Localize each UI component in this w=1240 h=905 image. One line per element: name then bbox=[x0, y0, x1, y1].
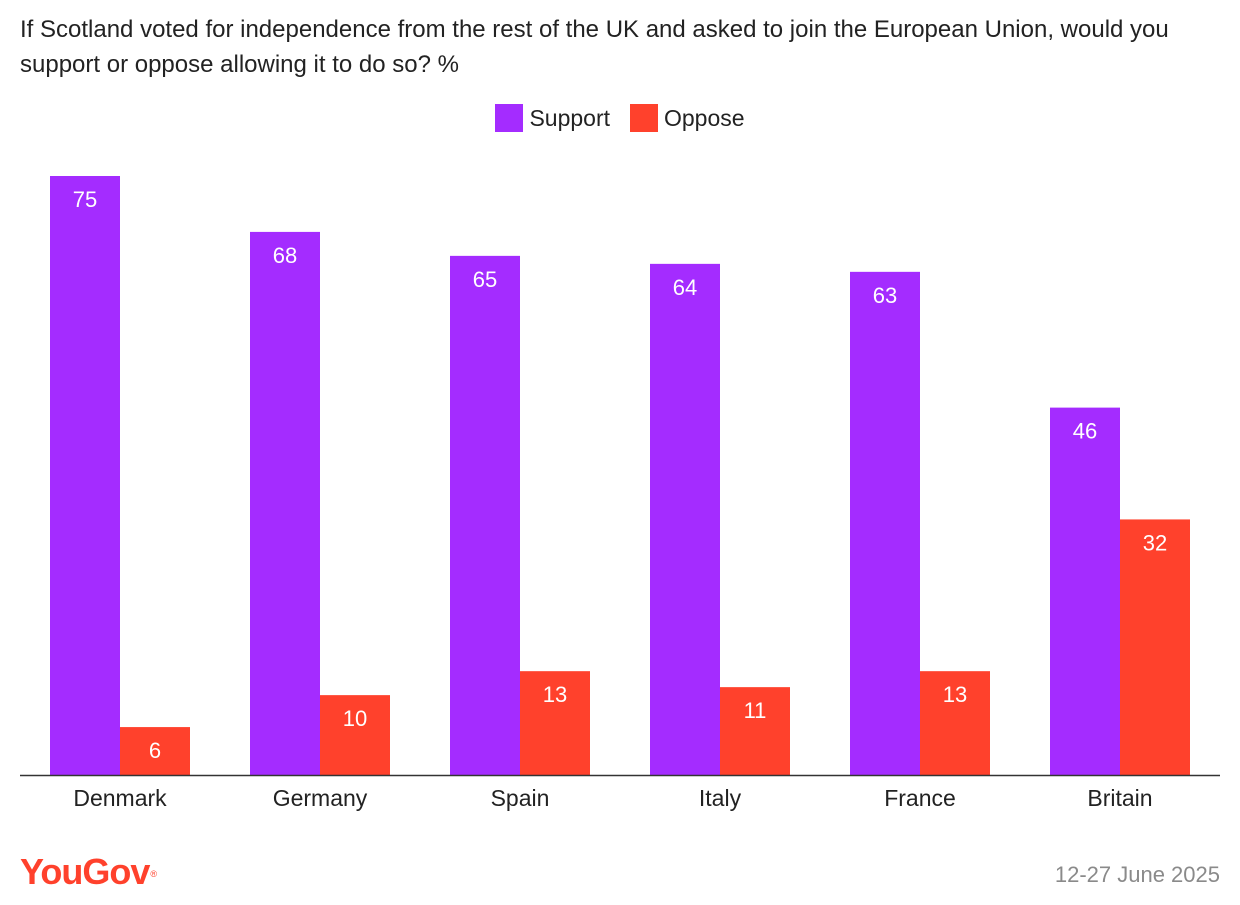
bar-support-spain bbox=[450, 255, 520, 775]
data-label-support-spain: 65 bbox=[473, 267, 497, 292]
data-label-oppose-denmark: 6 bbox=[149, 738, 161, 763]
legend-item-support: Support bbox=[495, 104, 610, 132]
data-label-support-italy: 64 bbox=[673, 275, 697, 300]
x-tick-label-denmark: Denmark bbox=[73, 785, 167, 811]
bar-support-italy bbox=[650, 263, 720, 775]
x-tick-label-france: France bbox=[884, 785, 956, 811]
legend-label-oppose: Oppose bbox=[664, 104, 745, 131]
legend-label-support: Support bbox=[529, 104, 610, 131]
data-label-oppose-germany: 10 bbox=[343, 706, 367, 731]
logo-text: YouGov bbox=[20, 851, 150, 892]
yougov-logo: YouGov® bbox=[20, 851, 157, 892]
logo-registered-mark: ® bbox=[150, 869, 157, 879]
bar-oppose-denmark bbox=[120, 727, 190, 775]
data-label-oppose-france: 13 bbox=[943, 682, 967, 707]
x-tick-label-germany: Germany bbox=[273, 785, 368, 811]
legend-swatch-support bbox=[495, 104, 524, 132]
x-tick-label-britain: Britain bbox=[1087, 785, 1152, 811]
legend-item-oppose: Oppose bbox=[630, 104, 745, 132]
legend: Support Oppose bbox=[0, 104, 1240, 132]
bar-oppose-spain bbox=[520, 671, 590, 775]
data-label-support-britain: 46 bbox=[1073, 419, 1097, 444]
data-label-support-france: 63 bbox=[873, 283, 897, 308]
chart-title: If Scotland voted for independence from … bbox=[20, 16, 1169, 78]
bar-oppose-italy bbox=[720, 687, 790, 775]
bar-oppose-britain bbox=[1120, 519, 1190, 775]
data-label-oppose-italy: 11 bbox=[744, 698, 767, 723]
data-label-support-denmark: 75 bbox=[73, 187, 97, 212]
bar-support-denmark bbox=[50, 176, 120, 775]
data-label-oppose-britain: 32 bbox=[1143, 530, 1167, 555]
survey-date: 12-27 June 2025 bbox=[1054, 862, 1220, 887]
bar-oppose-germany bbox=[320, 695, 390, 775]
legend-swatch-oppose bbox=[630, 104, 658, 132]
x-tick-label-spain: Spain bbox=[491, 785, 550, 811]
data-label-support-germany: 68 bbox=[273, 243, 297, 268]
x-tick-label-italy: Italy bbox=[699, 785, 742, 811]
bar-support-britain bbox=[1050, 407, 1120, 775]
bar-support-germany bbox=[250, 231, 320, 775]
bar-oppose-france bbox=[920, 671, 990, 775]
data-label-oppose-spain: 13 bbox=[543, 682, 567, 707]
bar-support-france bbox=[850, 271, 920, 775]
